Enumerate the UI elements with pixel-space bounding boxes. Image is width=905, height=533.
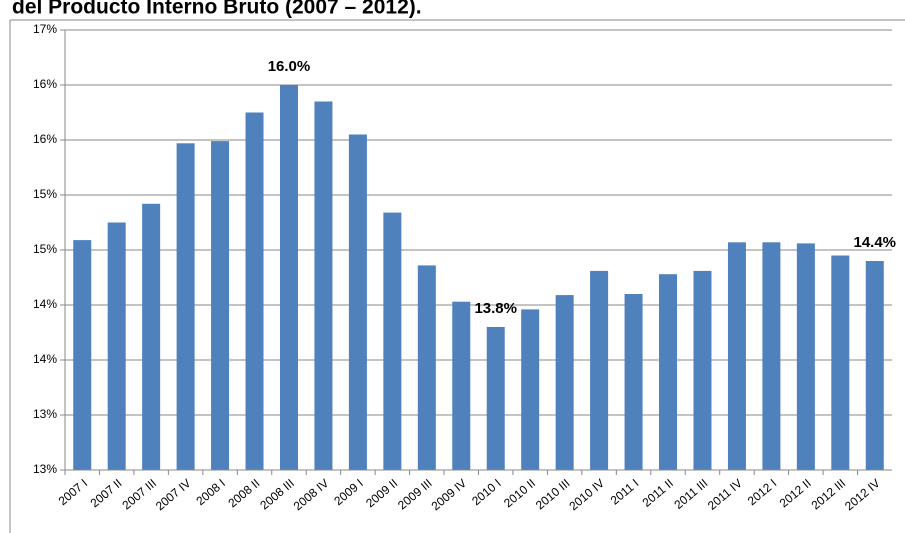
y-tick-label: 14% — [33, 297, 57, 311]
x-tick-label: 2012 III — [809, 476, 849, 512]
bar — [831, 255, 850, 470]
y-tick-label: 15% — [33, 187, 57, 201]
x-tick-label: 2010 I — [469, 476, 504, 508]
bar — [314, 101, 333, 470]
value-label: 14.4% — [853, 234, 896, 251]
x-tick-label: 2008 III — [257, 476, 297, 512]
x-tick-label: 2007 II — [88, 476, 125, 510]
bar — [417, 265, 436, 470]
x-tick-label: 2008 II — [225, 476, 262, 510]
y-tick-label: 17% — [33, 22, 57, 36]
x-tick-label: 2012 IV — [842, 476, 883, 513]
bar — [245, 112, 264, 470]
bar — [693, 270, 712, 470]
x-tick-label: 2007 III — [119, 476, 159, 512]
bar — [176, 143, 195, 471]
x-tick-label: 2012 I — [745, 476, 780, 508]
x-tick-label: 2011 III — [671, 476, 710, 512]
x-tick-label: 2009 I — [331, 476, 366, 508]
value-label: 13.8% — [474, 300, 517, 317]
y-tick-label: 16% — [33, 77, 57, 91]
x-tick-label: 2007 IV — [153, 476, 194, 513]
bar — [659, 274, 678, 470]
x-tick-label: 2011 I — [608, 476, 642, 508]
y-tick-label: 14% — [33, 352, 57, 366]
x-tick-label: 2010 II — [501, 476, 538, 510]
bar — [590, 270, 609, 470]
x-tick-label: 2010 III — [533, 476, 573, 512]
y-tick-label: 15% — [33, 242, 57, 256]
bar — [383, 212, 402, 470]
bar — [865, 261, 884, 470]
y-tick-label: 16% — [33, 132, 57, 146]
bar — [348, 134, 367, 470]
bar — [279, 85, 298, 470]
x-tick-label: 2011 IV — [705, 476, 745, 513]
x-tick-label: 2009 IV — [429, 476, 470, 513]
bar — [73, 240, 92, 470]
x-tick-label: 2009 II — [363, 476, 400, 510]
value-label: 16.0% — [268, 58, 311, 75]
x-tick-label: 2009 III — [395, 476, 435, 512]
bar — [727, 242, 746, 470]
bar — [486, 327, 505, 470]
bar — [624, 294, 643, 470]
x-tick-label: 2011 II — [640, 476, 676, 510]
bar — [521, 309, 540, 470]
x-tick-label: 2012 II — [777, 476, 814, 510]
bar — [142, 203, 161, 471]
y-tick-label: 13% — [33, 462, 57, 476]
bar — [796, 243, 815, 470]
bar — [107, 222, 126, 470]
y-tick-label: 13% — [33, 407, 57, 421]
bar — [452, 301, 471, 470]
x-tick-label: 2008 I — [193, 476, 228, 508]
x-tick-label: 2007 I — [56, 476, 91, 508]
chart-title: del Producto Interno Bruto (2007 – 2012)… — [12, 0, 422, 19]
bar — [211, 141, 230, 470]
x-tick-label: 2010 IV — [566, 476, 607, 513]
x-tick-label: 2008 IV — [291, 476, 332, 513]
bar — [762, 242, 781, 470]
bar — [555, 295, 574, 470]
